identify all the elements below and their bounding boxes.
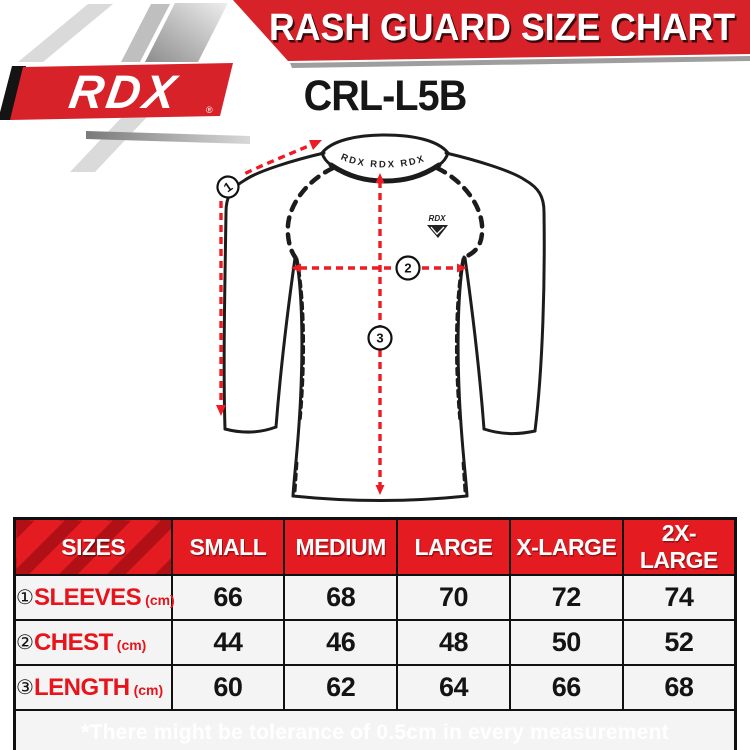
rdx-brand-logo: RDX ® — [0, 3, 250, 172]
logo-black-edge — [0, 66, 26, 120]
row-label-sleeves: ①SLEEVES (cm) — [13, 574, 175, 621]
brand-wordmark: RDX — [66, 66, 183, 119]
row-unit: (cm) — [145, 591, 175, 608]
sleeves-2xlarge: 74 — [621, 574, 737, 621]
column-header-xlarge: X-LARGE — [508, 517, 624, 576]
marker-number-3: 3 — [376, 331, 383, 346]
marker-number-2: 2 — [404, 261, 411, 276]
sleeve-arrow-diagonal — [241, 140, 319, 177]
logo-stripe — [86, 131, 250, 144]
column-header-medium: MEDIUM — [283, 517, 399, 576]
collar-brand-text: RDX RDX RDX — [339, 152, 427, 171]
chest-small: 44 — [170, 619, 286, 666]
product-code: CRL-L5B — [303, 72, 468, 120]
marker-1-glyph: ① — [16, 584, 34, 609]
marker-2-glyph: ② — [16, 629, 34, 654]
collar-band — [328, 162, 442, 184]
chest-logo-notch — [430, 226, 445, 235]
column-header-2xlarge: 2X-LARGE — [621, 517, 737, 576]
row-label-length: ③LENGTH (cm) — [13, 664, 173, 711]
row-label-text: CHEST — [33, 628, 113, 656]
right-underarm-seam — [454, 257, 465, 424]
left-side-slit — [293, 461, 299, 495]
arrowhead — [375, 173, 385, 183]
right-cuff — [482, 427, 537, 436]
arrowheads — [216, 140, 467, 495]
length-small: 60 — [170, 664, 286, 711]
title-banner: RASH GUARD SIZE CHART RASH GUARD SIZE CH… — [233, 0, 750, 68]
rash-guard-diagram: RDX RDX RDX RDX — [216, 133, 546, 502]
arrowhead — [291, 263, 301, 273]
length-2xlarge: 68 — [621, 664, 737, 711]
logo-stripe — [70, 117, 147, 172]
right-raglan-seam — [434, 165, 485, 260]
arrowhead — [457, 263, 467, 273]
marker-circle-3 — [367, 325, 393, 351]
table-row-chest: ②CHEST (cm) 44 46 48 50 52 — [13, 619, 737, 666]
banner-shadow — [290, 56, 750, 68]
registered-mark: ® — [206, 105, 213, 115]
left-cuff — [223, 425, 278, 434]
table-row-length: ③LENGTH (cm) 60 62 64 66 68 — [13, 664, 737, 711]
size-table: SIZES SMALL MEDIUM LARGE X-LARGE 2X-LARG… — [13, 517, 737, 750]
length-large: 64 — [396, 664, 511, 711]
tolerance-footnote: *There might be tolerance of 0.5cm in ev… — [13, 709, 737, 750]
column-header-large: LARGE — [396, 517, 511, 576]
logo-stripe — [121, 4, 170, 62]
garment-outline — [222, 133, 546, 502]
table-footnote-row: *There might be tolerance of 0.5cm in ev… — [13, 709, 737, 750]
logo-stripe — [145, 3, 228, 62]
row-unit: (cm) — [133, 681, 164, 698]
arrowhead — [216, 405, 226, 416]
right-body-side — [456, 255, 469, 498]
chest-logo-text: RDX — [429, 214, 447, 223]
right-sleeve-inner — [463, 256, 486, 431]
banner-title-shadow: RASH GUARD SIZE CHART — [271, 8, 738, 50]
sleeves-xlarge: 72 — [508, 574, 624, 621]
length-medium: 62 — [283, 664, 399, 711]
size-table-header-row: SIZES SMALL MEDIUM LARGE X-LARGE 2X-LARG… — [13, 517, 737, 576]
row-label-chest: ②CHEST (cm) — [13, 619, 173, 666]
column-header-sizes: SIZES — [13, 517, 173, 576]
chest-logo-triangle — [427, 225, 448, 238]
arrowhead — [309, 140, 322, 150]
chest-xlarge: 50 — [508, 619, 624, 666]
left-raglan-seam — [285, 165, 336, 260]
right-side-slit — [461, 461, 467, 495]
left-sleeve-outer — [222, 151, 326, 431]
logo-stripe — [18, 4, 113, 62]
collar-outer — [320, 133, 450, 155]
marker-circle-1 — [216, 175, 240, 199]
banner-title: RASH GUARD SIZE CHART — [269, 6, 736, 48]
chest-large: 48 — [396, 619, 511, 666]
measure-markers: 1 2 3 — [216, 175, 421, 351]
left-underarm-seam — [295, 257, 306, 424]
sleeves-small: 66 — [170, 574, 286, 621]
row-label-text: LENGTH — [33, 673, 130, 701]
length-xlarge: 66 — [508, 664, 624, 711]
left-sleeve-inner — [274, 256, 297, 429]
measurement-arrows — [219, 140, 458, 487]
logo-red-plate — [10, 63, 233, 120]
arrowhead — [375, 485, 385, 495]
sleeves-medium: 68 — [283, 574, 399, 621]
sleeves-large: 70 — [396, 574, 511, 621]
table-row-sleeves: ①SLEEVES (cm) 66 68 70 72 74 — [13, 574, 737, 621]
column-header-small: SMALL — [170, 517, 286, 576]
row-unit: (cm) — [116, 636, 147, 653]
hem — [291, 494, 469, 502]
row-label-text: SLEEVES — [33, 583, 142, 611]
marker-circle-2 — [395, 255, 421, 281]
banner-red-shape — [233, 0, 750, 61]
garment-seams — [285, 165, 485, 495]
chest-medium: 46 — [283, 619, 399, 666]
chest-2xlarge: 52 — [621, 619, 737, 666]
right-sleeve-outer — [444, 151, 546, 433]
marker-3-glyph: ③ — [16, 674, 34, 699]
left-body-side — [291, 255, 304, 498]
chest-logo: RDX — [427, 214, 448, 238]
